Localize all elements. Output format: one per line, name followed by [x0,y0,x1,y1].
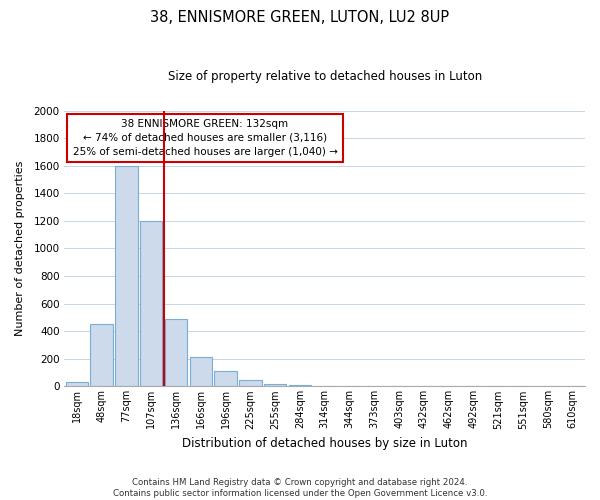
Bar [115,166,137,386]
X-axis label: Distribution of detached houses by size in Luton: Distribution of detached houses by size … [182,437,467,450]
Bar [214,370,237,386]
Text: Contains HM Land Registry data © Crown copyright and database right 2024.
Contai: Contains HM Land Registry data © Crown c… [113,478,487,498]
Bar [239,380,262,386]
Y-axis label: Number of detached properties: Number of detached properties [15,161,25,336]
Bar [140,221,163,386]
Bar [65,382,88,386]
Title: Size of property relative to detached houses in Luton: Size of property relative to detached ho… [167,70,482,83]
Bar [264,384,286,386]
Bar [165,319,187,386]
Bar [289,385,311,386]
Text: 38 ENNISMORE GREEN: 132sqm
← 74% of detached houses are smaller (3,116)
25% of s: 38 ENNISMORE GREEN: 132sqm ← 74% of deta… [73,119,337,157]
Bar [91,324,113,386]
Text: 38, ENNISMORE GREEN, LUTON, LU2 8UP: 38, ENNISMORE GREEN, LUTON, LU2 8UP [151,10,449,25]
Bar [190,358,212,386]
